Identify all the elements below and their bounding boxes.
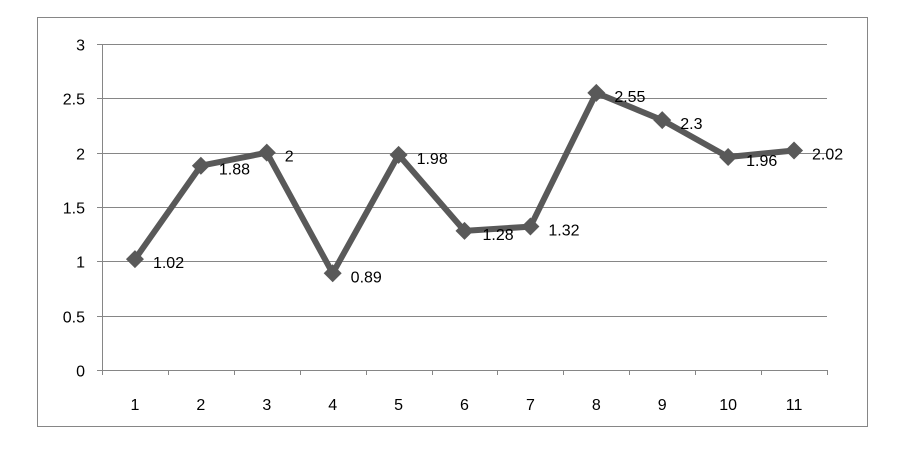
x-tick-label: 10 (719, 397, 737, 414)
x-tick-label: 7 (526, 397, 535, 414)
data-point-marker (785, 141, 804, 160)
y-tick-labels: 0 0.5 1 1.5 2 2.5 3 (63, 38, 85, 381)
data-label: 2 (285, 149, 294, 166)
x-tick-label: 6 (460, 397, 469, 414)
data-label: 2.55 (614, 89, 645, 106)
y-tick-label: 0 (76, 364, 85, 381)
data-label: 1.32 (548, 223, 579, 240)
x-tick-label: 5 (394, 397, 403, 414)
data-point-marker (257, 143, 276, 162)
data-point-marker (653, 111, 672, 130)
data-labels: 1.02 1.88 2 0.89 1.98 1.28 1.32 2.55 2.3 1.96 2.02 (153, 89, 843, 286)
data-markers (125, 83, 804, 283)
axes (97, 44, 828, 375)
data-point-marker (521, 217, 540, 236)
data-point-marker (455, 221, 474, 240)
data-label: 1.98 (417, 151, 448, 168)
x-tick-label: 1 (131, 397, 140, 414)
data-point-marker (389, 145, 408, 164)
data-point-marker (125, 250, 144, 269)
y-tick-label: 0.5 (63, 310, 85, 327)
data-point-marker (719, 148, 738, 167)
data-point-marker (323, 264, 342, 283)
y-tick-label: 1.5 (63, 201, 85, 218)
data-label: 1.88 (219, 162, 250, 179)
x-tick-label: 8 (592, 397, 601, 414)
data-point-marker (587, 83, 606, 102)
gridlines (102, 44, 827, 317)
y-tick-label: 1 (76, 255, 85, 272)
data-label: 1.02 (153, 255, 184, 272)
x-tick-labels: 1 2 3 4 5 6 7 8 9 10 11 (131, 397, 803, 414)
y-tick-label: 2 (76, 147, 85, 164)
x-tick-label: 9 (658, 397, 667, 414)
data-label: 0.89 (351, 269, 382, 286)
x-tick-label: 4 (328, 397, 337, 414)
data-label: 1.28 (483, 227, 514, 244)
data-label: 2.02 (812, 146, 843, 163)
x-tick-label: 3 (262, 397, 271, 414)
x-tick-label: 11 (786, 397, 803, 414)
data-label: 2.3 (680, 116, 702, 133)
y-tick-label: 2.5 (63, 92, 85, 109)
data-point-marker (191, 156, 210, 175)
x-tick-label: 2 (196, 397, 205, 414)
chart-frame (37, 17, 868, 427)
data-label: 1.96 (746, 153, 777, 170)
y-tick-label: 3 (76, 38, 85, 55)
